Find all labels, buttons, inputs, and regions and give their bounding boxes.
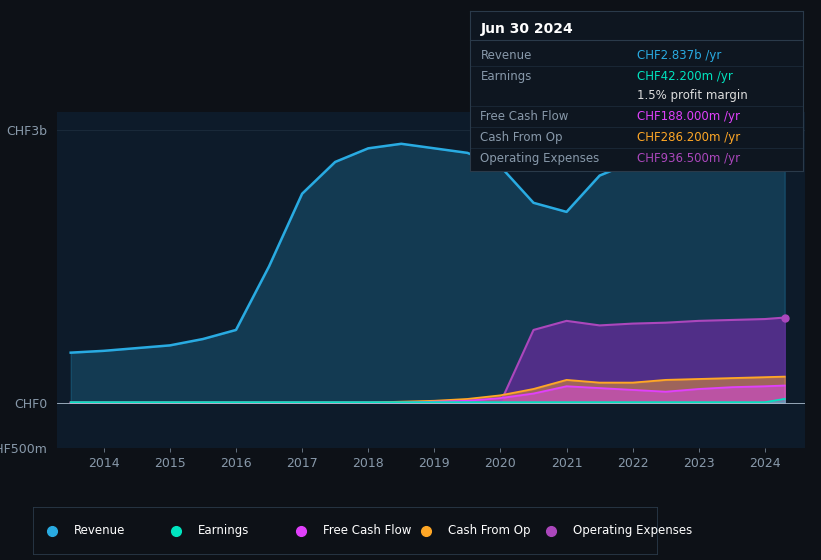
Text: CHF286.200m /yr: CHF286.200m /yr <box>637 131 740 144</box>
Text: CHF2.837b /yr: CHF2.837b /yr <box>637 49 721 62</box>
Text: Revenue: Revenue <box>480 49 532 62</box>
Text: Revenue: Revenue <box>73 524 125 537</box>
Text: Free Cash Flow: Free Cash Flow <box>323 524 411 537</box>
Text: Cash From Op: Cash From Op <box>447 524 530 537</box>
Text: Earnings: Earnings <box>198 524 250 537</box>
Text: Free Cash Flow: Free Cash Flow <box>480 110 569 123</box>
Text: 1.5% profit margin: 1.5% profit margin <box>637 89 747 102</box>
Text: CHF42.200m /yr: CHF42.200m /yr <box>637 70 732 83</box>
Text: CHF188.000m /yr: CHF188.000m /yr <box>637 110 740 123</box>
Text: CHF936.500m /yr: CHF936.500m /yr <box>637 152 740 165</box>
Text: Cash From Op: Cash From Op <box>480 131 563 144</box>
Text: Jun 30 2024: Jun 30 2024 <box>480 22 573 36</box>
Text: Operating Expenses: Operating Expenses <box>572 524 692 537</box>
Text: Operating Expenses: Operating Expenses <box>480 152 599 165</box>
Text: Earnings: Earnings <box>480 70 532 83</box>
